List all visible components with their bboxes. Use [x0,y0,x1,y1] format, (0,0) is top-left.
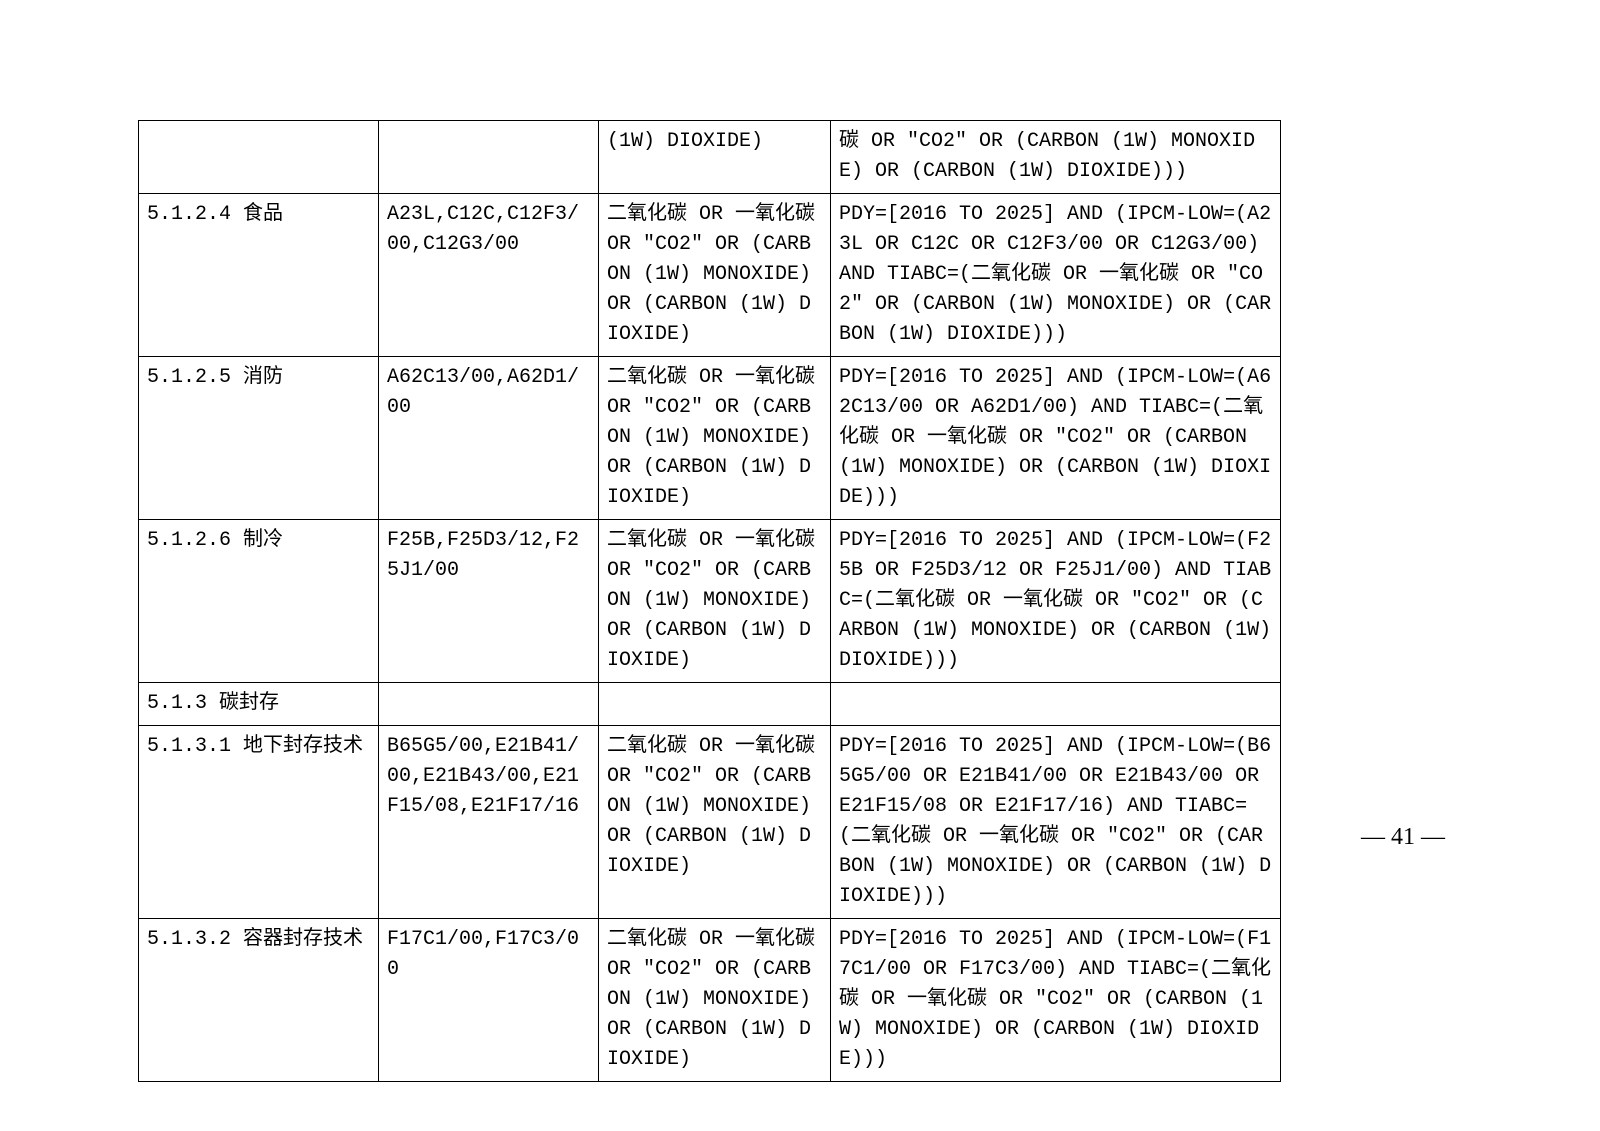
cell-ipc: F17C1/00,F17C3/00 [379,919,599,1082]
cell-ipc [379,121,599,194]
cell-query: PDY=[2016 TO 2025] AND (IPCM-LOW=(F17C1/… [831,919,1281,1082]
cell-keywords [599,683,831,726]
cell-keywords: (1W) DIOXIDE) [599,121,831,194]
page-number: — 41 — [1361,824,1445,851]
cell-query: PDY=[2016 TO 2025] AND (IPCM-LOW=(A23L O… [831,194,1281,357]
classification-table: (1W) DIOXIDE) 碳 OR "CO2" OR (CARBON (1W)… [138,120,1281,1082]
cell-query: PDY=[2016 TO 2025] AND (IPCM-LOW=(A62C13… [831,357,1281,520]
table-row: 5.1.2.4 食品 A23L,C12C,C12F3/00,C12G3/00 二… [139,194,1281,357]
cell-keywords: 二氧化碳 OR 一氧化碳 OR "CO2" OR (CARBON (1W) MO… [599,520,831,683]
table-body: (1W) DIOXIDE) 碳 OR "CO2" OR (CARBON (1W)… [139,121,1281,1082]
cell-ipc [379,683,599,726]
cell-ipc: F25B,F25D3/12,F25J1/00 [379,520,599,683]
cell-ipc: B65G5/00,E21B41/00,E21B43/00,E21F15/08,E… [379,726,599,919]
cell-query: 碳 OR "CO2" OR (CARBON (1W) MONOXIDE) OR … [831,121,1281,194]
table-row: (1W) DIOXIDE) 碳 OR "CO2" OR (CARBON (1W)… [139,121,1281,194]
table-row: 5.1.2.5 消防 A62C13/00,A62D1/00 二氧化碳 OR 一氧… [139,357,1281,520]
table-row: 5.1.3.1 地下封存技术 B65G5/00,E21B41/00,E21B43… [139,726,1281,919]
cell-name: 5.1.2.6 制冷 [139,520,379,683]
cell-query: PDY=[2016 TO 2025] AND (IPCM-LOW=(B65G5/… [831,726,1281,919]
cell-keywords: 二氧化碳 OR 一氧化碳 OR "CO2" OR (CARBON (1W) MO… [599,357,831,520]
table-row: 5.1.3 碳封存 [139,683,1281,726]
cell-ipc: A62C13/00,A62D1/00 [379,357,599,520]
cell-name: 5.1.3.1 地下封存技术 [139,726,379,919]
cell-query [831,683,1281,726]
table-row: 5.1.2.6 制冷 F25B,F25D3/12,F25J1/00 二氧化碳 O… [139,520,1281,683]
table-row: 5.1.3.2 容器封存技术 F17C1/00,F17C3/00 二氧化碳 OR… [139,919,1281,1082]
cell-name: 5.1.3.2 容器封存技术 [139,919,379,1082]
cell-name: 5.1.2.5 消防 [139,357,379,520]
cell-keywords: 二氧化碳 OR 一氧化碳 OR "CO2" OR (CARBON (1W) MO… [599,194,831,357]
cell-query: PDY=[2016 TO 2025] AND (IPCM-LOW=(F25B O… [831,520,1281,683]
cell-name: 5.1.2.4 食品 [139,194,379,357]
page: (1W) DIOXIDE) 碳 OR "CO2" OR (CARBON (1W)… [0,0,1600,1131]
cell-keywords: 二氧化碳 OR 一氧化碳 OR "CO2" OR (CARBON (1W) MO… [599,919,831,1082]
cell-name [139,121,379,194]
cell-keywords: 二氧化碳 OR 一氧化碳 OR "CO2" OR (CARBON (1W) MO… [599,726,831,919]
cell-name: 5.1.3 碳封存 [139,683,379,726]
cell-ipc: A23L,C12C,C12F3/00,C12G3/00 [379,194,599,357]
